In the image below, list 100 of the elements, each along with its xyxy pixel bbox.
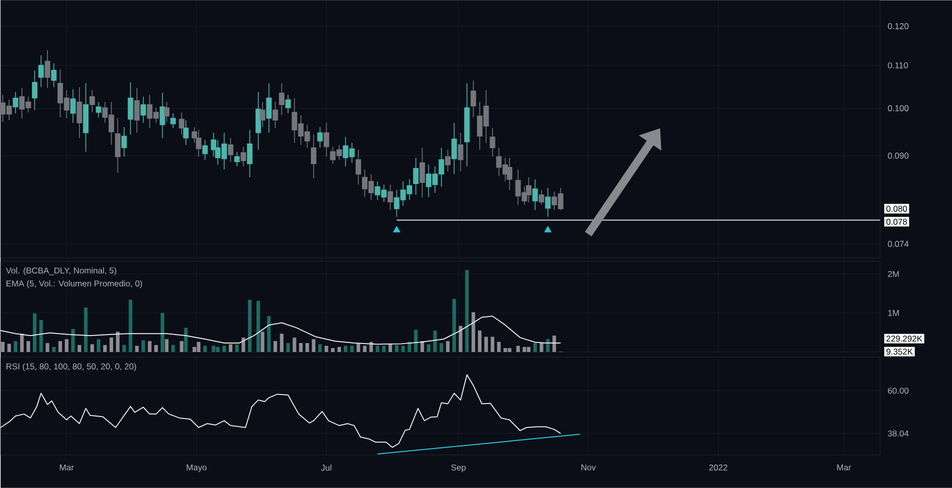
bar xyxy=(260,332,264,352)
candlestick xyxy=(128,82,134,136)
bar xyxy=(7,344,11,352)
candlestick xyxy=(247,130,252,178)
bar xyxy=(154,345,158,352)
candlestick xyxy=(310,134,316,179)
x-tick-label: Nov xyxy=(581,464,596,470)
bar xyxy=(388,344,392,352)
y-tick-label: 2M xyxy=(888,271,899,277)
bar xyxy=(222,346,226,352)
candlestick xyxy=(240,146,246,167)
candlestick xyxy=(134,88,140,134)
candlestick xyxy=(356,149,362,186)
bar xyxy=(71,329,75,352)
bar xyxy=(552,336,556,352)
candlestick xyxy=(458,132,464,172)
bar xyxy=(533,343,537,352)
bar xyxy=(503,348,508,352)
bar xyxy=(433,330,437,352)
candlestick xyxy=(89,90,95,113)
bar xyxy=(256,300,260,352)
candlestick xyxy=(114,118,120,173)
bar xyxy=(39,320,43,352)
bar xyxy=(472,312,476,352)
bar xyxy=(356,343,360,352)
y-tick-label: 38.04 xyxy=(888,430,909,436)
candlestick xyxy=(178,112,184,136)
x-tick-label: Jul xyxy=(321,464,332,471)
candlestick xyxy=(324,122,330,158)
bar xyxy=(465,270,469,352)
bar xyxy=(382,346,386,352)
bar xyxy=(103,345,107,352)
bar xyxy=(426,344,430,352)
bar xyxy=(362,346,367,352)
candlestick xyxy=(451,122,457,175)
candlestick xyxy=(526,176,532,204)
bar xyxy=(414,330,418,352)
bar xyxy=(164,339,169,352)
bar xyxy=(20,334,24,352)
candlestick xyxy=(70,88,76,124)
bar xyxy=(446,341,450,352)
bar xyxy=(292,338,296,352)
bar xyxy=(128,300,132,352)
bar xyxy=(286,343,290,352)
candlestick xyxy=(272,102,278,128)
candlestick xyxy=(285,94,291,114)
candlestick xyxy=(419,147,425,198)
text: 0.080 xyxy=(886,206,907,212)
y-tick-label: 60.00 xyxy=(888,388,908,394)
bar xyxy=(546,339,550,352)
bar xyxy=(248,300,252,352)
bar xyxy=(344,346,348,352)
y-tick-label: 0.090 xyxy=(888,152,908,159)
bar xyxy=(274,341,278,352)
candlestick xyxy=(202,140,208,160)
bar xyxy=(180,341,184,352)
candlestick xyxy=(506,157,512,190)
bar xyxy=(235,344,239,352)
candlestick xyxy=(76,86,82,138)
bar xyxy=(228,344,232,352)
candlestick xyxy=(445,149,451,172)
x-tick-label: Mar xyxy=(837,464,852,470)
bar xyxy=(110,338,114,352)
bar xyxy=(280,334,284,352)
text: 0.078 xyxy=(886,218,907,225)
bar xyxy=(305,343,310,352)
candlestick xyxy=(51,62,57,88)
bar xyxy=(184,328,188,352)
candlestick xyxy=(32,70,38,110)
bar xyxy=(46,343,50,352)
bar xyxy=(78,345,82,352)
bar xyxy=(324,346,328,352)
bar xyxy=(96,339,100,352)
bar xyxy=(394,345,398,352)
bar xyxy=(216,346,220,352)
candlestick xyxy=(12,92,18,114)
bar xyxy=(478,330,482,352)
candlestick xyxy=(278,82,284,116)
bar xyxy=(452,298,456,352)
bar xyxy=(122,345,126,352)
bar xyxy=(171,345,175,352)
bar xyxy=(299,343,303,352)
bar xyxy=(408,342,412,352)
bar xyxy=(26,341,30,352)
candlestick xyxy=(196,130,202,158)
candlestick xyxy=(490,128,496,158)
candlestick xyxy=(545,187,551,218)
candlestick xyxy=(266,82,272,134)
candlestick xyxy=(464,82,470,167)
bar xyxy=(350,346,354,352)
text: EMA (5, Vol.: Volumen Promedio, 0) xyxy=(6,280,142,288)
candlestick xyxy=(260,102,266,128)
candlestick xyxy=(183,120,189,146)
y-tick-label: 0.100 xyxy=(888,105,908,112)
bar xyxy=(203,346,207,352)
bar xyxy=(0,342,5,352)
bar xyxy=(516,346,520,352)
bar xyxy=(14,341,18,352)
bar xyxy=(116,332,120,352)
bar xyxy=(526,346,531,352)
